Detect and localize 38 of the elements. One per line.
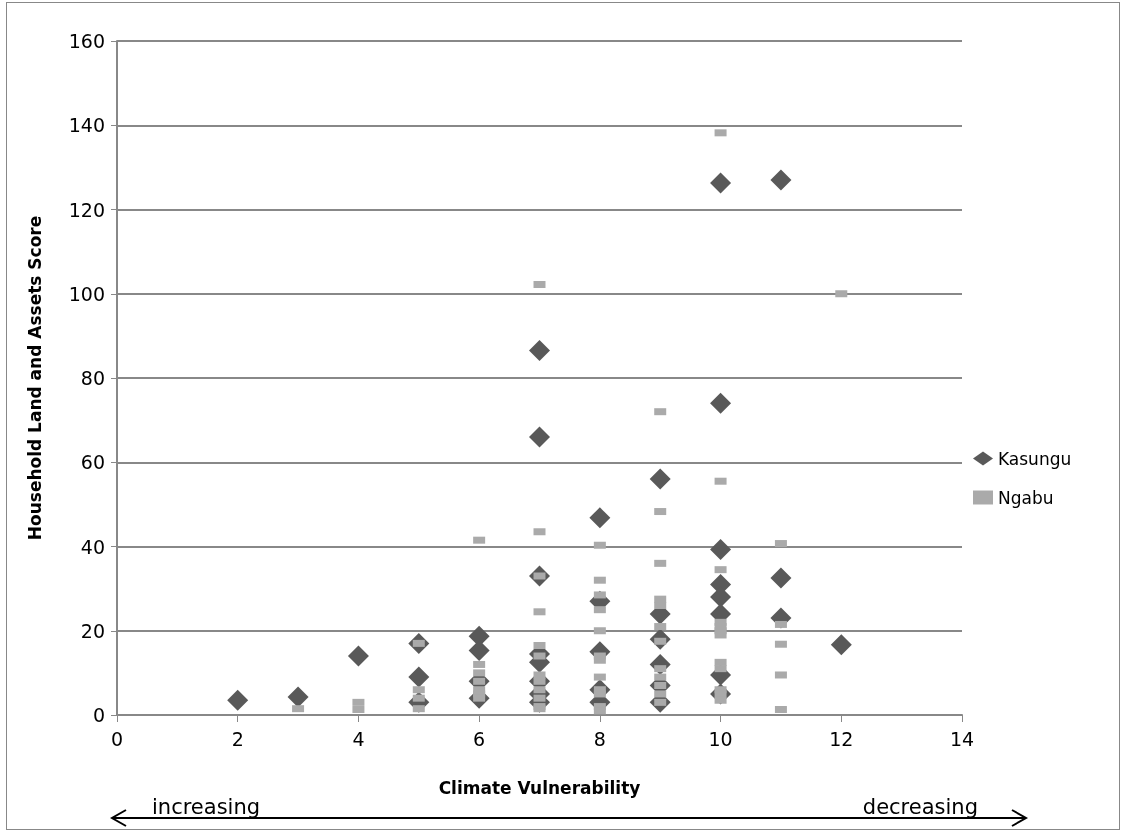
legend-label: Kasungu	[998, 448, 1072, 469]
legend-label: Ngabu	[998, 487, 1054, 508]
x-tick-label: 0	[110, 727, 124, 750]
x-tick-label: 4	[352, 727, 365, 750]
point	[529, 340, 550, 362]
point	[649, 468, 671, 490]
y-tick-label: 80	[80, 367, 105, 389]
point	[710, 392, 732, 414]
point	[468, 640, 490, 662]
point	[347, 645, 369, 667]
y-tick-label: 60	[80, 451, 105, 474]
y-tick-label: 40	[80, 535, 105, 558]
point	[710, 538, 732, 560]
y-axis-title: Household Land and Assets Score	[24, 215, 45, 541]
point	[770, 567, 792, 589]
point	[529, 426, 550, 448]
point	[408, 666, 430, 688]
y-tick-label: 20	[80, 619, 105, 642]
x-tick-label: 6	[473, 727, 486, 750]
y-tick-label: 100	[68, 282, 105, 305]
point	[589, 507, 611, 529]
y-tick-label: 160	[68, 30, 105, 52]
y-tick-label: 120	[68, 198, 105, 221]
point	[227, 689, 249, 711]
y-tick-label: 140	[68, 114, 105, 137]
x-tick-label: 8	[593, 727, 606, 750]
y-tick-label: 0	[92, 704, 105, 726]
x-axis-title: Climate Vulnerability	[438, 777, 641, 798]
point	[710, 172, 732, 194]
x-tick-label: 12	[829, 727, 854, 750]
point	[830, 634, 852, 656]
point	[287, 686, 309, 708]
point	[770, 169, 792, 191]
text: decreasing	[862, 795, 978, 819]
x-tick-label: 14	[949, 727, 975, 750]
x-tick-label: 10	[708, 727, 733, 750]
x-tick-label: 2	[231, 727, 244, 750]
text: increasing	[152, 795, 261, 819]
